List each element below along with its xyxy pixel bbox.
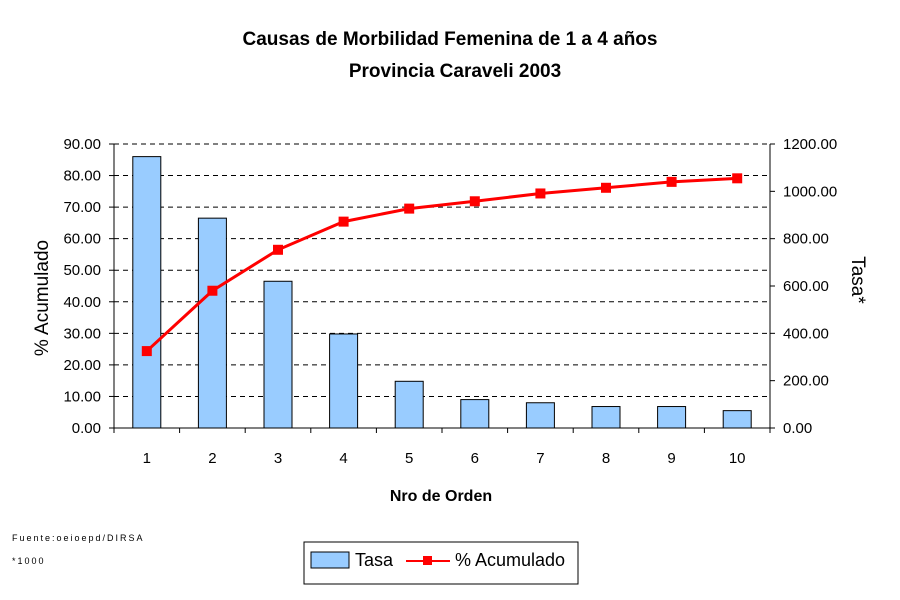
axes <box>109 143 775 433</box>
y-left-tick-label: 0.00 <box>72 420 101 437</box>
bar <box>132 156 162 429</box>
x-tick-label: 2 <box>208 450 216 467</box>
acumulado-point <box>141 346 152 357</box>
x-tick-label: 7 <box>536 450 544 467</box>
x-tick-label: 4 <box>339 450 347 467</box>
acumulado-point <box>273 244 283 255</box>
tick-labels: 0.0010.0020.0030.0040.0050.0060.0070.008… <box>63 136 837 467</box>
y-left-tick-label: 60.00 <box>63 231 101 248</box>
acumulado-point <box>601 182 611 193</box>
y-right-tick-label: 0.00 <box>783 420 812 437</box>
y-left-tick-label: 20.00 <box>63 357 101 374</box>
bar <box>263 280 293 429</box>
legend-label-acumulado: % Acumulado <box>455 550 565 570</box>
acumulado-point <box>404 203 415 214</box>
footnote: *1000 <box>12 556 46 566</box>
y-right-tick-label: 800.00 <box>783 231 829 248</box>
y-left-tick-label: 40.00 <box>63 294 101 311</box>
bar <box>460 399 490 429</box>
y-left-tick-label: 90.00 <box>63 136 101 153</box>
y-right-tick-label: 1000.00 <box>783 183 837 200</box>
legend-box <box>303 541 579 585</box>
y-left-tick-label: 70.00 <box>63 199 101 216</box>
x-tick-label: 10 <box>729 450 746 467</box>
x-tick-label: 5 <box>405 450 413 467</box>
legend-label-tasa: Tasa <box>355 550 394 570</box>
acumulado-point <box>666 176 677 187</box>
acumulado-line <box>145 176 738 353</box>
y-axis-right-title: Tasa* <box>847 256 868 304</box>
source-note: Fuente:oeioepd/DIRSA <box>12 533 145 543</box>
chart-subtitle: Provincia Caraveli 2003 <box>349 61 561 82</box>
x-axis-title: Nro de Orden <box>390 488 492 505</box>
y-right-tick-label: 1200.00 <box>783 136 837 153</box>
y-right-tick-label: 600.00 <box>783 278 829 295</box>
x-tick-label: 9 <box>667 450 675 467</box>
legend-line-marker <box>423 556 432 565</box>
legend-bar-swatch <box>310 551 350 569</box>
acumulado-point <box>469 196 480 207</box>
acumulado-point <box>732 173 743 184</box>
x-tick-label: 8 <box>602 450 610 467</box>
legend: Tasa % Acumulado <box>303 541 579 585</box>
line-series <box>141 173 743 357</box>
bar <box>525 402 555 429</box>
y-left-tick-label: 10.00 <box>63 388 101 405</box>
y-axis-left-title: % Acumulado <box>32 240 53 356</box>
bar <box>722 410 752 429</box>
acumulado-point <box>535 188 546 199</box>
bar <box>657 406 687 429</box>
acumulado-point <box>207 285 218 296</box>
x-tick-label: 3 <box>274 450 282 467</box>
bar-series <box>132 156 752 429</box>
x-tick-label: 1 <box>143 450 151 467</box>
bar <box>329 333 359 429</box>
bar <box>591 406 621 429</box>
y-right-tick-label: 400.00 <box>783 325 829 342</box>
y-left-tick-label: 50.00 <box>63 262 101 279</box>
chart-title: Causas de Morbilidad Femenina de 1 a 4 a… <box>243 29 658 50</box>
y-right-tick-label: 200.00 <box>783 373 829 390</box>
acumulado-point <box>338 216 349 227</box>
y-left-tick-label: 30.00 <box>63 325 101 342</box>
x-tick-label: 6 <box>471 450 479 467</box>
bar <box>394 380 424 429</box>
y-left-tick-label: 80.00 <box>63 168 101 185</box>
bar <box>197 217 227 429</box>
